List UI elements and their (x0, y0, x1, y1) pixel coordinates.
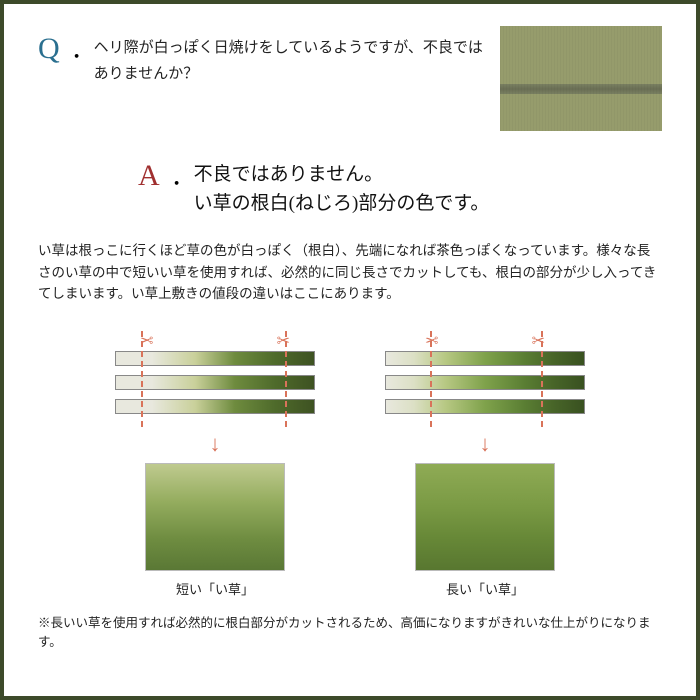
scissors-row-left: ✂ ✂ (140, 331, 290, 349)
question-block: Q ・ ヘリ際が白っぽく日焼けをしているようですが、不良ではありませんか？ (38, 34, 490, 87)
question-text: ヘリ際が白っぽく日焼けをしているようですが、不良ではありませんか？ (94, 34, 490, 87)
answer-line1: 不良ではありません。 (194, 161, 490, 190)
body-paragraph: い草は根っこに行くほど草の色が白っぽく（根白）、先端になれば茶色っぽくなっていま… (38, 240, 662, 305)
q-dot: ・ (68, 48, 86, 66)
igusa-bar (385, 399, 585, 414)
bars-right (385, 349, 585, 423)
arrow-down-icon: ↓ (480, 431, 491, 457)
diagram-row: ✂ ✂ ↓ 短い「い草」 ✂ ✂ (38, 331, 662, 598)
result-swatch-short (145, 463, 285, 571)
question-row: Q ・ ヘリ際が白っぽく日焼けをしているようですが、不良ではありませんか？ (38, 34, 662, 131)
igusa-bar (385, 375, 585, 390)
cut-line (285, 331, 287, 427)
bars-left (115, 349, 315, 423)
tatami-sample-image (500, 26, 662, 131)
diagram-long: ✂ ✂ ↓ 長い「い草」 (385, 331, 585, 598)
cut-line (430, 331, 432, 427)
scissors-row-right: ✂ ✂ (425, 331, 545, 349)
result-swatch-long (415, 463, 555, 571)
answer-line2: い草の根白(ねじろ)部分の色です。 (194, 190, 490, 219)
arrow-down-icon: ↓ (210, 431, 221, 457)
scissor-icon: ✂ (277, 331, 290, 349)
caption-short: 短い「い草」 (176, 579, 254, 598)
caption-long: 長い「い草」 (446, 579, 524, 598)
diagram-short: ✂ ✂ ↓ 短い「い草」 (115, 331, 315, 598)
a-letter: A (138, 161, 160, 191)
igusa-bar (385, 351, 585, 366)
answer-block: A ・ 不良ではありません。 い草の根白(ねじろ)部分の色です。 (138, 161, 662, 218)
q-letter: Q (38, 34, 60, 64)
cut-line (141, 331, 143, 427)
answer-text: 不良ではありません。 い草の根白(ねじろ)部分の色です。 (194, 161, 490, 218)
cut-line (541, 331, 543, 427)
a-dot: ・ (168, 175, 186, 193)
footnote: ※長いい草を使用すれば必然的に根白部分がカットされるため、高価になりますがきれい… (38, 612, 662, 650)
document-frame: Q ・ ヘリ際が白っぽく日焼けをしているようですが、不良ではありませんか？ A … (0, 0, 700, 700)
